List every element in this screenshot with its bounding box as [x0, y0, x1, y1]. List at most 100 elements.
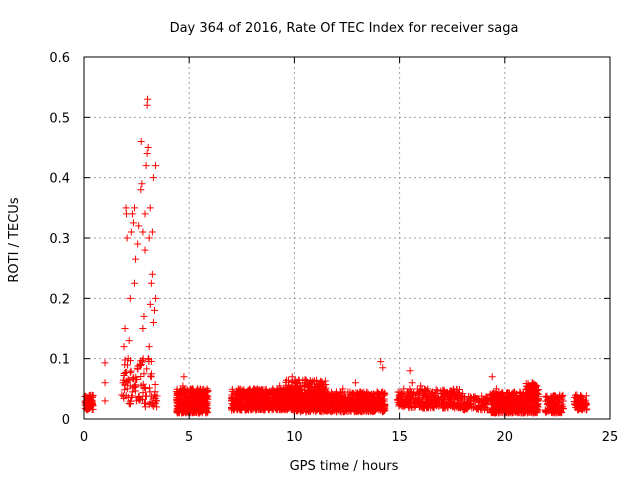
data-point: [275, 406, 283, 414]
y-tick-label: 0.1: [49, 353, 70, 368]
data-point: [230, 405, 238, 413]
data-point: [531, 403, 539, 411]
data-point: [306, 380, 314, 388]
data-point: [242, 405, 250, 413]
data-point: [152, 162, 160, 170]
data-point: [346, 400, 354, 408]
data-point: [336, 402, 344, 410]
data-point: [132, 373, 140, 381]
data-point: [518, 394, 526, 402]
data-point: [257, 394, 265, 402]
data-point: [300, 383, 308, 391]
data-point: [403, 397, 411, 405]
data-point: [381, 390, 389, 398]
data-point: [121, 361, 129, 369]
data-point: [528, 379, 536, 387]
data-point: [139, 325, 147, 332]
data-point: [505, 404, 513, 412]
data-point: [138, 180, 146, 188]
data-point: [440, 397, 448, 405]
data-point: [265, 400, 273, 408]
data-point: [139, 380, 147, 388]
data-point: [126, 397, 134, 405]
data-point: [312, 395, 320, 403]
data-point: [480, 403, 488, 411]
data-point: [363, 388, 371, 396]
data-point: [119, 379, 127, 387]
data-point: [293, 407, 301, 415]
data-point: [128, 388, 136, 396]
data-point: [124, 376, 132, 384]
data-point: [522, 395, 530, 403]
data-point: [286, 402, 294, 410]
data-point: [417, 382, 425, 390]
data-point: [448, 391, 456, 399]
data-point: [394, 388, 402, 396]
data-point: [86, 398, 94, 406]
data-point: [231, 397, 239, 405]
data-point: [355, 405, 363, 413]
data-point: [332, 388, 340, 396]
data-point: [139, 356, 147, 364]
data-point: [177, 394, 185, 402]
data-point: [472, 395, 480, 403]
data-point: [330, 395, 338, 403]
y-tick-label: 0.3: [49, 232, 70, 247]
data-point: [358, 391, 366, 399]
data-point: [246, 389, 254, 397]
data-point: [406, 367, 414, 375]
y-axis-label: ROTI / TECUs: [7, 197, 22, 282]
data-point: [195, 408, 203, 416]
data-point: [292, 391, 300, 399]
data-point: [187, 388, 195, 396]
data-point: [143, 101, 151, 109]
data-point: [354, 392, 362, 400]
data-point: [313, 380, 321, 388]
data-point: [101, 379, 109, 387]
data-point: [494, 395, 502, 403]
data-point: [505, 397, 513, 405]
data-point: [367, 408, 375, 416]
y-tick-label: 0.2: [49, 292, 70, 307]
data-point: [513, 407, 521, 415]
data-point: [145, 384, 153, 392]
data-point: [332, 401, 340, 409]
data-point: [379, 364, 387, 372]
data-point: [150, 306, 158, 314]
y-tick-label: 0.5: [49, 111, 70, 126]
data-point: [85, 394, 93, 402]
data-point: [527, 406, 535, 414]
data-point: [320, 382, 328, 390]
data-point: [189, 403, 197, 411]
data-point: [263, 388, 271, 396]
data-point: [450, 401, 458, 409]
data-point: [457, 397, 465, 405]
data-point: [288, 373, 296, 381]
data-point: [341, 390, 349, 398]
data-point: [490, 409, 498, 417]
data-point: [137, 137, 145, 145]
data-point: [174, 389, 182, 397]
data-point: [328, 390, 336, 398]
data-point: [574, 397, 582, 405]
data-point: [272, 389, 280, 397]
data-point: [511, 394, 519, 402]
data-point: [140, 312, 148, 320]
data-point: [474, 406, 482, 414]
data-point: [368, 392, 376, 400]
data-point: [276, 382, 284, 390]
data-point: [191, 401, 199, 409]
data-point: [238, 391, 246, 399]
data-point: [505, 408, 513, 416]
data-point: [326, 397, 334, 405]
data-point: [394, 395, 402, 403]
data-point: [433, 400, 441, 408]
data-point: [524, 388, 532, 396]
data-point: [349, 390, 357, 398]
data-point: [399, 396, 407, 404]
data-point: [579, 400, 587, 408]
data-point: [200, 395, 208, 403]
data-point: [297, 405, 305, 413]
data-point: [256, 405, 264, 413]
data-point: [151, 380, 159, 388]
